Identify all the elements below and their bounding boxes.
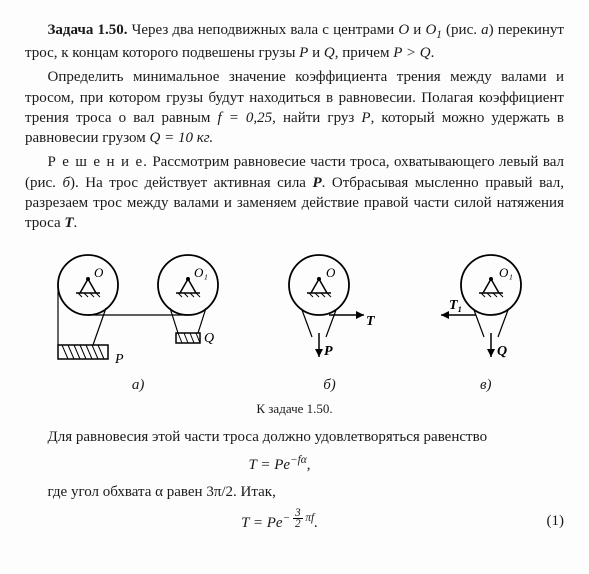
- paragraph-5: где угол обхвата α равен 3π/2. Итак,: [25, 482, 564, 502]
- equation-2: T = Pe− 32 πf. (1): [25, 508, 564, 533]
- t: πf: [303, 512, 315, 524]
- sym-f: f = 0,25,: [217, 110, 275, 126]
- figure-a-label: а): [38, 375, 238, 395]
- figure-a: O O₁ P: [38, 245, 238, 395]
- paragraph-2: Определить минимальное значение коэффици…: [25, 67, 564, 148]
- diagram-a: O O₁ P: [38, 245, 238, 375]
- t: −: [283, 512, 293, 524]
- figure-v-label: в): [421, 375, 551, 395]
- figure-v: O₁ T₁ Q в): [421, 245, 551, 395]
- eq1-body: T = Pe−fα,: [25, 453, 534, 475]
- figure-b-label: б): [264, 375, 394, 395]
- t: ,: [307, 457, 311, 473]
- label-P: P: [114, 352, 124, 367]
- sym-T-bold: T: [64, 215, 73, 231]
- diagram-v: O₁ T₁ Q: [421, 245, 551, 375]
- t: .: [314, 515, 318, 531]
- t: найти груз: [276, 110, 361, 126]
- eq2-body: T = Pe− 32 πf.: [25, 508, 534, 533]
- t: ). На трос действует активная сила: [70, 175, 312, 191]
- t: Через два неподвижных вала с центрами: [128, 22, 399, 38]
- t: б: [62, 175, 70, 191]
- sym-q10: Q = 10 кг.: [150, 130, 214, 146]
- t: −fα: [290, 454, 307, 466]
- solution-label: Р е ш е н и е.: [48, 154, 148, 170]
- label-P-b: P: [324, 344, 333, 359]
- label-O-b: O: [326, 265, 336, 280]
- sym-PQ: P > Q: [393, 45, 430, 61]
- label-O1: O₁: [194, 265, 208, 280]
- figure-b: O T P б): [264, 245, 394, 395]
- t: P: [361, 110, 370, 126]
- label-T: T: [366, 314, 376, 329]
- t: T = Pe: [249, 457, 291, 473]
- label-O1-v: O₁: [499, 265, 513, 280]
- label-Q: Q: [204, 331, 214, 346]
- t: .: [74, 215, 78, 231]
- eq2-exp: − 32 πf: [283, 512, 315, 524]
- t: и: [308, 45, 324, 61]
- sym-P-bold: P: [312, 175, 321, 191]
- eq2-num: (1): [534, 511, 564, 531]
- t: T = Pe: [241, 515, 283, 531]
- sym-P: P: [299, 45, 308, 61]
- label-Q-v: Q: [497, 344, 507, 359]
- diagram-b: O T P: [264, 245, 394, 375]
- sym-O1: O1: [425, 22, 441, 38]
- t: .: [431, 45, 435, 61]
- task-number: Задача 1.50.: [48, 22, 128, 38]
- paragraph-3: Р е ш е н и е. Рассмотрим равновесие час…: [25, 152, 564, 233]
- label-O: O: [94, 265, 104, 280]
- paragraph-4: Для равновесия этой части троса должно у…: [25, 427, 564, 447]
- paragraph-1: Задача 1.50. Через два неподвижных вала …: [25, 20, 564, 63]
- sym-O: O: [398, 22, 409, 38]
- sym-Q: Q: [324, 45, 335, 61]
- t: и: [409, 22, 425, 38]
- t: 2: [293, 519, 303, 529]
- t: (рис.: [442, 22, 481, 38]
- t: , причем: [335, 45, 394, 61]
- figure-row: O O₁ P: [25, 245, 564, 395]
- label-T1: T₁: [449, 298, 462, 313]
- t: а: [481, 22, 489, 38]
- equation-1: T = Pe−fα,: [25, 453, 564, 475]
- figure-caption: К задаче 1.50.: [25, 400, 564, 418]
